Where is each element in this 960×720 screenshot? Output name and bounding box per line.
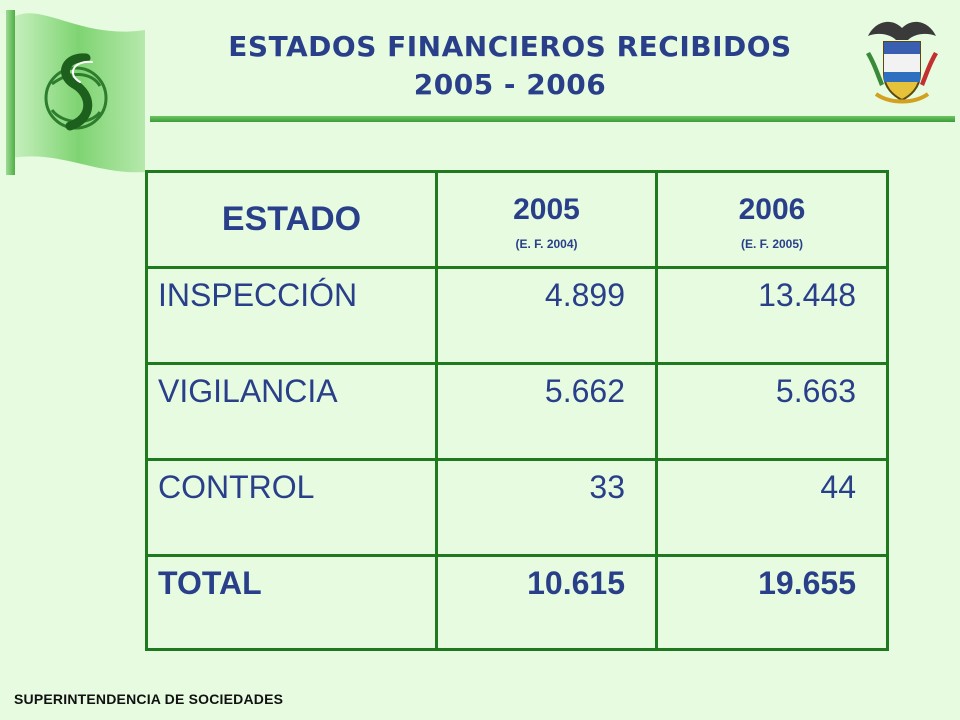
- header-divider: [150, 116, 955, 122]
- column-header-2006-sub: (E. F. 2005): [740, 236, 804, 251]
- title-line-1: ESTADOS FINANCIEROS RECIBIDOS: [228, 30, 792, 63]
- colombia-coat-of-arms-icon: [866, 21, 938, 104]
- table-row-inspeccion: INSPECCIÓN 4.899 13.448: [145, 266, 889, 365]
- column-header-2005-year: 2005: [513, 192, 580, 226]
- cell-2006: 5.663: [655, 362, 889, 461]
- cell-2005: 33: [435, 458, 658, 557]
- title-line-2: 2005 - 2006: [413, 68, 607, 101]
- column-header-2006: 2006 (E. F. 2005): [655, 170, 889, 269]
- table-row-control: CONTROL 33 44: [145, 458, 889, 557]
- table-header-row: ESTADO 2005 (E. F. 2004) 2006 (E. F. 200…: [145, 170, 889, 269]
- column-header-2006-year: 2006: [738, 192, 806, 226]
- column-header-estado: ESTADO: [145, 170, 438, 269]
- column-header-2005-sub: (E. F. 2004): [515, 236, 578, 251]
- row-label: CONTROL: [145, 458, 438, 557]
- financial-statements-table: ESTADO 2005 (E. F. 2004) 2006 (E. F. 200…: [145, 170, 889, 651]
- cell-2005: 4.899: [435, 266, 658, 365]
- cell-2005: 5.662: [435, 362, 658, 461]
- supersociedades-flag-logo-icon: [6, 10, 145, 175]
- total-2006: 19.655: [655, 554, 889, 651]
- footer-organization: SUPERINTENDENCIA DE SOCIEDADES: [14, 691, 284, 707]
- page-title: ESTADOS FINANCIEROS RECIBIDOS 2005 - 200…: [150, 28, 870, 104]
- table-row-total: TOTAL 10.615 19.655: [145, 554, 889, 651]
- cell-2006: 44: [655, 458, 889, 557]
- row-label: VIGILANCIA: [145, 362, 438, 461]
- table-row-vigilancia: VIGILANCIA 5.662 5.663: [145, 362, 889, 461]
- cell-2006: 13.448: [655, 266, 889, 365]
- column-header-2005: 2005 (E. F. 2004): [435, 170, 658, 269]
- row-label: INSPECCIÓN: [145, 266, 438, 365]
- total-2005: 10.615: [435, 554, 658, 651]
- total-label: TOTAL: [145, 554, 438, 651]
